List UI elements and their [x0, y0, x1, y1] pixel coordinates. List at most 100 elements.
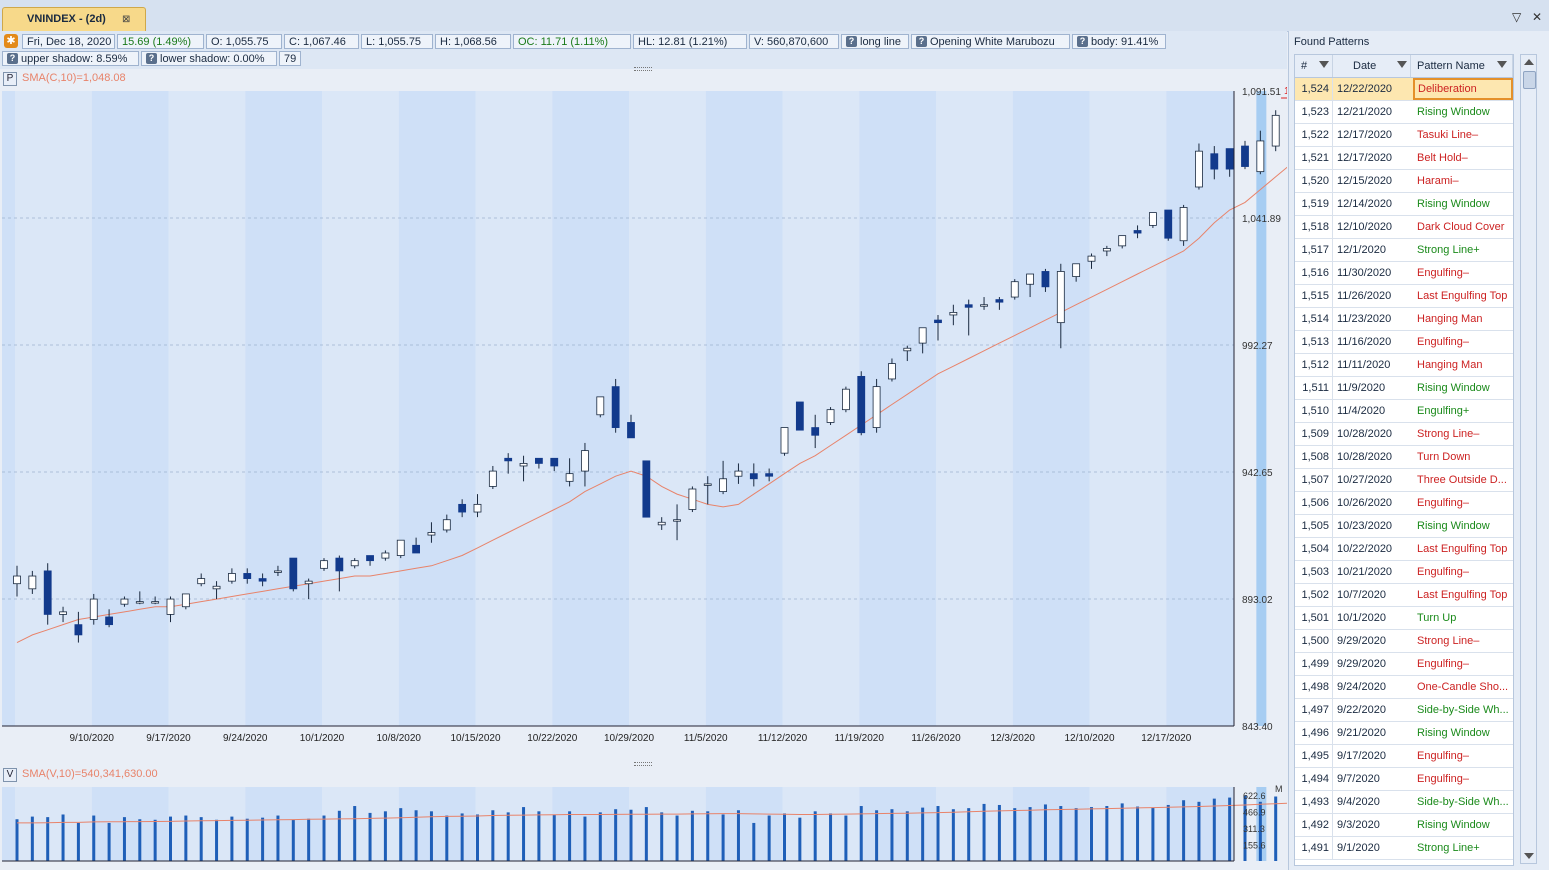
candle	[995, 297, 1004, 310]
cell-pattern-name: Side-by-Side Wh...	[1417, 704, 1509, 716]
candle	[151, 596, 160, 605]
volume-bar	[92, 815, 96, 861]
info-lower-shadow[interactable]: ? lower shadow: 0.00%	[141, 51, 277, 66]
table-row[interactable]: 1,504 10/22/2020 Last Engulfing Top	[1295, 538, 1513, 561]
table-row[interactable]: 1,515 11/26/2020 Last Engulfing Top	[1295, 285, 1513, 308]
table-row[interactable]: 1,498 9/24/2020 One-Candle Sho...	[1295, 676, 1513, 699]
cell-pattern-name: Engulfing–	[1417, 658, 1469, 670]
column-header-pattern-name[interactable]: Pattern Name	[1411, 55, 1513, 77]
week-band	[1089, 91, 1167, 726]
table-row[interactable]: 1,499 9/29/2020 Engulfing–	[1295, 653, 1513, 676]
info-body[interactable]: ? body: 91.41%	[1072, 34, 1166, 49]
x-tick-label: 9/17/2020	[146, 733, 191, 744]
scroll-up-icon[interactable]	[1524, 59, 1534, 65]
candle	[795, 401, 804, 431]
table-row[interactable]: 1,496 9/21/2020 Rising Window	[1295, 722, 1513, 745]
volume-bar	[997, 804, 1001, 861]
tab-close-icon[interactable]: ⊠	[122, 14, 131, 25]
column-header-date[interactable]: Date	[1333, 55, 1411, 77]
volume-bar	[337, 810, 341, 861]
settings-gear-icon[interactable]: ✱	[4, 34, 18, 48]
candle-body	[519, 463, 528, 467]
table-row[interactable]: 1,503 10/21/2020 Engulfing–	[1295, 561, 1513, 584]
candle	[442, 514, 451, 533]
cell-number: 1,511	[1295, 377, 1333, 399]
candle-body	[166, 598, 175, 615]
column-header-number[interactable]: #	[1295, 55, 1333, 77]
table-row[interactable]: 1,519 12/14/2020 Rising Window	[1295, 193, 1513, 216]
candle-body	[43, 570, 52, 615]
table-row[interactable]: 1,518 12/10/2020 Dark Cloud Cover	[1295, 216, 1513, 239]
table-row[interactable]: 1,508 10/28/2020 Turn Down	[1295, 446, 1513, 469]
scroll-down-icon[interactable]	[1524, 853, 1534, 859]
splitter-grip[interactable]	[634, 762, 652, 766]
table-row[interactable]: 1,501 10/1/2020 Turn Up	[1295, 607, 1513, 630]
table-row[interactable]: 1,512 11/11/2020 Hanging Man	[1295, 354, 1513, 377]
price-chart[interactable]: 1524 1,091.51 1,041.89 992.27 942.65 893.02 8…	[0, 86, 1287, 762]
table-row[interactable]: 1,495 9/17/2020 Engulfing–	[1295, 745, 1513, 768]
table-row[interactable]: 1,497 9/22/2020 Side-by-Side Wh...	[1295, 699, 1513, 722]
table-row[interactable]: 1,516 11/30/2020 Engulfing–	[1295, 262, 1513, 285]
candle-body	[642, 460, 651, 518]
info-volume: V: 560,870,600	[749, 34, 839, 49]
y-tick-label: 942.65	[1242, 468, 1273, 479]
cell-pattern-name: Rising Window	[1417, 819, 1490, 831]
cell-date: 9/21/2020	[1337, 727, 1386, 739]
volume-bar	[614, 809, 618, 861]
candle-body	[657, 521, 666, 526]
candle-body	[488, 470, 497, 487]
candle-body	[1195, 150, 1203, 188]
price-panel-button[interactable]: P	[3, 72, 17, 86]
candle-body	[1241, 145, 1249, 167]
cell-pattern-name: Engulfing+	[1417, 405, 1470, 417]
table-row[interactable]: 1,521 12/17/2020 Belt Hold–	[1295, 147, 1513, 170]
table-row[interactable]: 1,506 10/26/2020 Engulfing–	[1295, 492, 1513, 515]
volume-bar	[660, 812, 664, 861]
highlight-band	[1256, 91, 1267, 726]
tab-vnindex[interactable]: VNINDEX - (2d) ⊠	[2, 7, 146, 31]
table-row[interactable]: 1,500 9/29/2020 Strong Line–	[1295, 630, 1513, 653]
window-close-icon[interactable]: ✕	[1532, 10, 1543, 24]
table-row[interactable]: 1,517 12/1/2020 Strong Line+	[1295, 239, 1513, 262]
volume-bar	[476, 814, 479, 861]
filter-icon[interactable]	[1497, 61, 1507, 68]
info-long-line[interactable]: ? long line	[841, 34, 909, 49]
table-row[interactable]: 1,509 10/28/2020 Strong Line–	[1295, 423, 1513, 446]
table-row[interactable]: 1,507 10/27/2020 Three Outside D...	[1295, 469, 1513, 492]
filter-icon[interactable]	[1397, 61, 1407, 68]
filter-icon[interactable]	[1319, 61, 1329, 68]
scroll-thumb[interactable]	[1523, 71, 1536, 89]
pattern-label: Opening White Marubozu	[930, 36, 1055, 48]
volume-panel-button[interactable]: V	[3, 768, 17, 782]
body-label: body: 91.41%	[1091, 36, 1159, 48]
volume-bar	[1090, 807, 1093, 861]
info-upper-shadow[interactable]: ? upper shadow: 8.59%	[2, 51, 139, 66]
table-row[interactable]: 1,493 9/4/2020 Side-by-Side Wh...	[1295, 791, 1513, 814]
window-dropdown-icon[interactable]: ▽	[1512, 10, 1522, 24]
candle-body	[427, 532, 436, 536]
candle	[350, 558, 359, 569]
found-patterns-panel: Found Patterns # Date Pattern Name 1,524…	[1288, 31, 1549, 870]
table-row[interactable]: 1,505 10/23/2020 Rising Window	[1295, 515, 1513, 538]
cell-date: 11/11/2020	[1337, 359, 1391, 371]
table-row[interactable]: 1,492 9/3/2020 Rising Window	[1295, 814, 1513, 837]
table-row[interactable]: 1,522 12/17/2020 Tasuki Line–	[1295, 124, 1513, 147]
splitter-grip[interactable]	[634, 67, 652, 71]
volume-bar	[138, 819, 142, 861]
table-row[interactable]: 1,502 10/7/2020 Last Engulfing Top	[1295, 584, 1513, 607]
table-row[interactable]: 1,510 11/4/2020 Engulfing+	[1295, 400, 1513, 423]
table-row[interactable]: 1,524 12/22/2020 Deliberation	[1295, 78, 1513, 101]
table-row[interactable]: 1,491 9/1/2020 Strong Line+	[1295, 837, 1513, 860]
info-pattern[interactable]: ? Opening White Marubozu	[911, 34, 1070, 49]
cell-number: 1,520	[1295, 170, 1333, 192]
volume-chart[interactable]: 622.6 466.9 311.3 155.6 M	[0, 782, 1287, 868]
table-row[interactable]: 1,520 12/15/2020 Harami–	[1295, 170, 1513, 193]
table-row[interactable]: 1,513 11/16/2020 Engulfing–	[1295, 331, 1513, 354]
volume-bar	[230, 816, 234, 861]
patterns-scrollbar[interactable]	[1520, 54, 1537, 864]
table-row[interactable]: 1,494 9/7/2020 Engulfing–	[1295, 768, 1513, 791]
table-row[interactable]: 1,511 11/9/2020 Rising Window	[1295, 377, 1513, 400]
table-row[interactable]: 1,523 12/21/2020 Rising Window	[1295, 101, 1513, 124]
table-row[interactable]: 1,514 11/23/2020 Hanging Man	[1295, 308, 1513, 331]
candle-body	[1271, 114, 1280, 147]
